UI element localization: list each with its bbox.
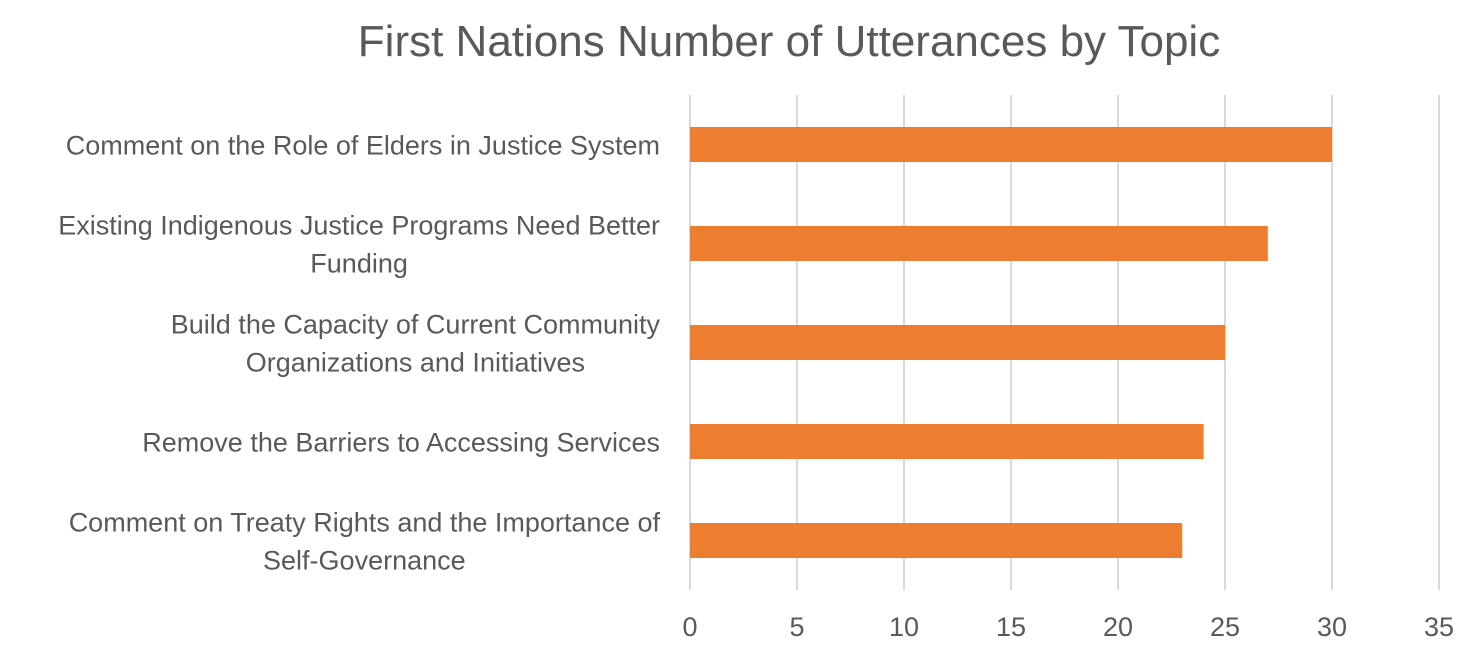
x-axis-tick-labels: 0 5 10 15 20 25 30 35 <box>682 612 1454 642</box>
category-label-1-line-1: Funding <box>310 249 408 279</box>
category-label-4-line-1: Self-Governance <box>263 546 466 576</box>
bar-0 <box>690 127 1332 162</box>
category-label-1-line-0: Existing Indigenous Justice Programs Nee… <box>58 211 660 241</box>
category-label-3-line-0: Remove the Barriers to Accessing Service… <box>142 428 660 458</box>
chart-title: First Nations Number of Utterances by To… <box>358 17 1220 66</box>
x-tick-label-0: 0 <box>682 612 697 642</box>
x-tick-label-25: 25 <box>1210 612 1240 642</box>
x-tick-label-5: 5 <box>789 612 804 642</box>
category-label-0-line-0: Comment on the Role of Elders in Justice… <box>66 131 660 161</box>
category-label-2-line-0: Build the Capacity of Current Community <box>171 310 661 340</box>
bar-1 <box>690 226 1268 261</box>
category-label-2-line-1: Organizations and Initiatives <box>246 348 585 378</box>
bar-3 <box>690 424 1204 459</box>
x-tick-label-30: 30 <box>1317 612 1347 642</box>
category-labels: Comment on the Role of Elders in Justice… <box>58 131 660 576</box>
x-tick-label-35: 35 <box>1424 612 1454 642</box>
bars <box>690 127 1332 558</box>
x-tick-label-10: 10 <box>889 612 919 642</box>
bar-2 <box>690 325 1225 360</box>
x-tick-label-20: 20 <box>1103 612 1133 642</box>
bar-4 <box>690 523 1183 558</box>
x-tick-label-15: 15 <box>996 612 1026 642</box>
category-label-4-line-0: Comment on Treaty Rights and the Importa… <box>69 508 661 538</box>
